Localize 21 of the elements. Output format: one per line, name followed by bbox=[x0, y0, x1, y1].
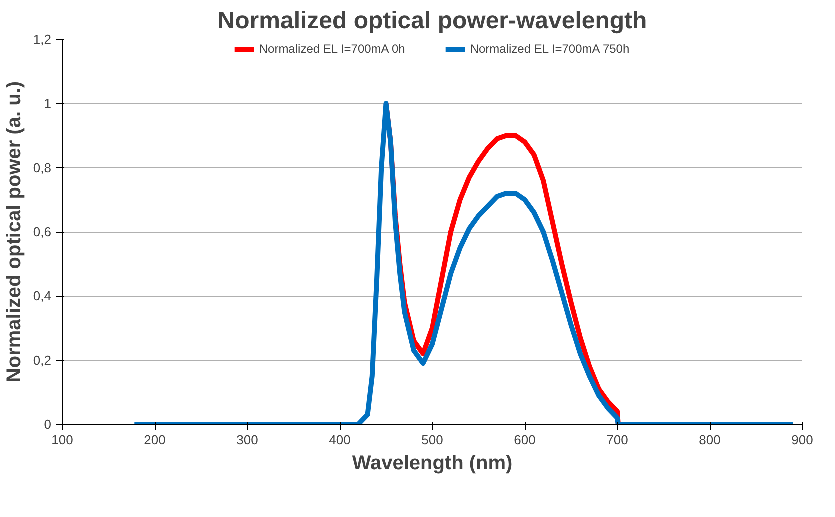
x-tick-label: 600 bbox=[514, 432, 536, 448]
x-tick-label: 700 bbox=[606, 432, 628, 448]
x-tick-label: 800 bbox=[699, 432, 721, 448]
y-tick-label: 0 bbox=[44, 417, 52, 432]
y-tick-label: 0,2 bbox=[33, 352, 52, 368]
y-tick-label: 0,6 bbox=[33, 224, 52, 240]
y-tick-label: 0,4 bbox=[33, 288, 52, 304]
y-tick-label: 0,8 bbox=[33, 160, 52, 176]
x-tick-label: 200 bbox=[144, 432, 166, 448]
y-tick-label: 1 bbox=[44, 96, 52, 112]
x-tick-label: 100 bbox=[52, 432, 74, 448]
x-tick-label: 400 bbox=[329, 432, 351, 448]
x-tick-label: 900 bbox=[792, 432, 814, 448]
x-axis-title: Wavelength (nm) bbox=[352, 452, 513, 474]
legend-label: Normalized EL I=700mA 0h bbox=[259, 42, 406, 56]
x-tick-label: 300 bbox=[236, 432, 258, 448]
y-axis-title: Normalized optical power (a. u.) bbox=[3, 81, 26, 383]
chart-title: Normalized optical power-wavelength bbox=[218, 8, 648, 34]
x-tick-label: 500 bbox=[422, 432, 444, 448]
y-tick-label: 1,2 bbox=[33, 32, 52, 47]
legend-label: Normalized EL I=700mA 750h bbox=[470, 42, 630, 56]
